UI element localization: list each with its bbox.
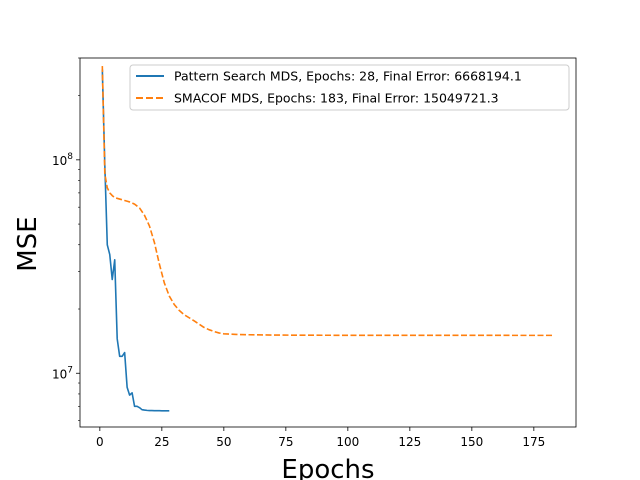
- x-axis: 0 25 50 75 100 125 150 175: [96, 427, 545, 449]
- y-tick-label: 107: [52, 365, 73, 381]
- series-line-1: [101, 66, 554, 337]
- x-tick-label: 100: [336, 435, 359, 449]
- x-tick-label: 75: [278, 435, 293, 449]
- legend-box: [129, 64, 570, 111]
- x-tick-label: 150: [460, 435, 483, 449]
- x-tick-label: 125: [398, 435, 421, 449]
- legend-label-smacof: SMACOF MDS, Epochs: 183, Final Error: 15…: [174, 91, 499, 106]
- x-tick-label: 50: [216, 435, 231, 449]
- y-axis-title: MSE: [13, 216, 43, 271]
- y-axis: 107 108: [52, 57, 80, 421]
- plot-area: [79, 57, 577, 428]
- y-tick-label: 108: [52, 152, 73, 168]
- axes-frame: [79, 57, 577, 428]
- x-tick-label: 25: [154, 435, 169, 449]
- x-tick-label: 175: [522, 435, 545, 449]
- series-line-0: [101, 69, 170, 412]
- legend-label-pattern-search: Pattern Search MDS, Epochs: 28, Final Er…: [174, 69, 522, 84]
- series-layer: [101, 66, 554, 412]
- legend: Pattern Search MDS, Epochs: 28, Final Er…: [129, 64, 570, 111]
- x-axis-title: Epochs: [281, 455, 374, 480]
- x-tick-label: 0: [96, 435, 104, 449]
